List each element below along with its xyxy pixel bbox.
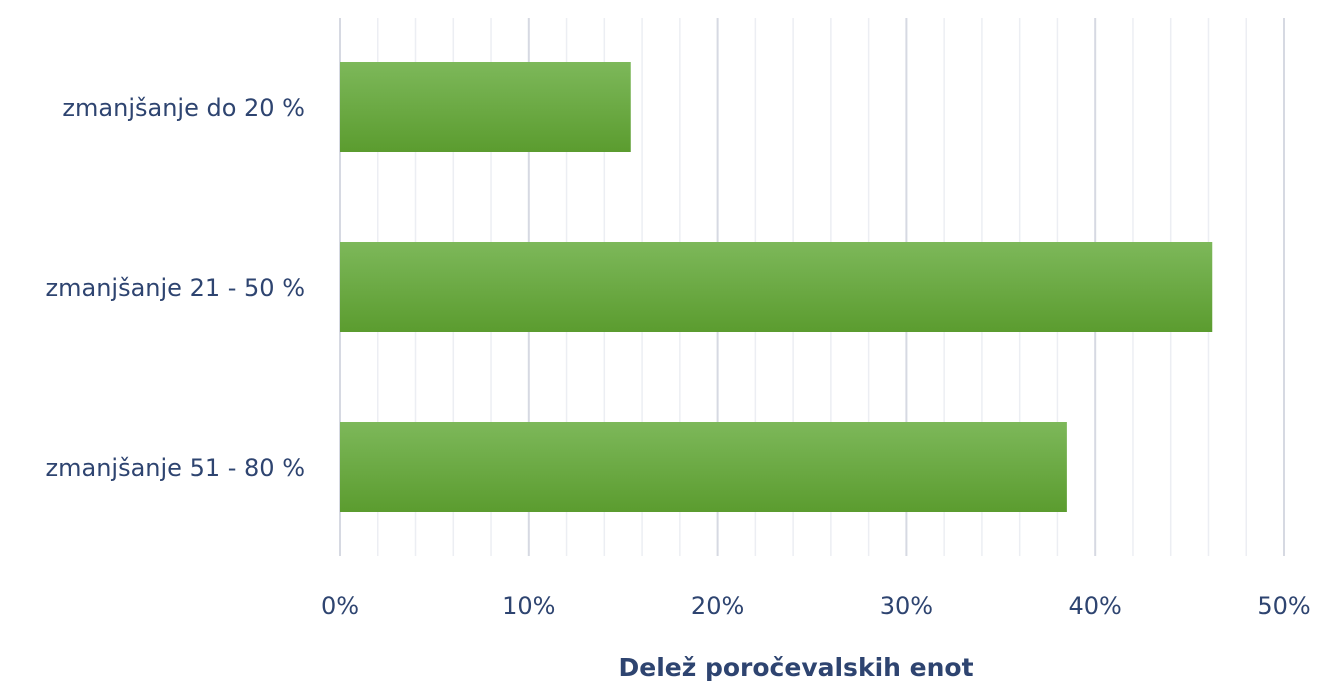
bars xyxy=(340,62,1213,512)
category-label: zmanjšanje 21 - 50 % xyxy=(46,274,305,302)
bar xyxy=(340,422,1067,512)
category-label: zmanjšanje 51 - 80 % xyxy=(46,454,305,482)
bar xyxy=(340,62,631,152)
x-tick-label: 0% xyxy=(321,592,359,620)
x-tick-label: 50% xyxy=(1257,592,1310,620)
x-tick-labels: 0% 10% 20% 30% 40% 50% xyxy=(321,592,1311,620)
x-tick-label: 40% xyxy=(1069,592,1122,620)
x-tick-label: 20% xyxy=(691,592,744,620)
category-label: zmanjšanje do 20 % xyxy=(62,94,305,122)
category-labels: zmanjšanje do 20 % zmanjšanje 21 - 50 % zm… xyxy=(46,94,305,482)
bar xyxy=(340,242,1213,332)
x-tick-label: 10% xyxy=(502,592,555,620)
x-tick-label: 30% xyxy=(880,592,933,620)
x-axis-title: Delež poročevalskih enot xyxy=(618,653,973,682)
